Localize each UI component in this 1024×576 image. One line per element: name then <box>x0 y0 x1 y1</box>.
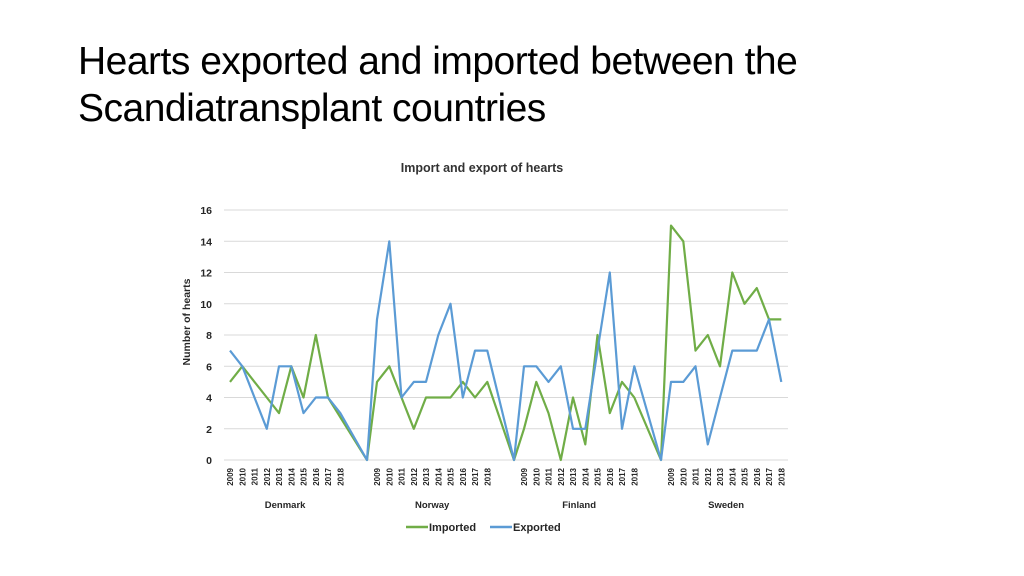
x-tick-label: 2015 <box>300 467 309 485</box>
x-tick-label: 2014 <box>434 467 443 485</box>
x-tick-label: 2012 <box>704 467 713 485</box>
series-lines <box>229 224 783 462</box>
x-tick-label: 2018 <box>630 467 639 485</box>
x-tick-label: 2009 <box>226 467 235 485</box>
x-tick-label: 2018 <box>483 467 492 485</box>
slide-title: Hearts exported and imported between the… <box>78 38 978 132</box>
y-tick-label: 2 <box>206 424 212 436</box>
x-tick-label: 2011 <box>398 467 407 485</box>
x-tick-label: 2015 <box>741 467 750 485</box>
group-label-finland: Finland <box>562 500 596 511</box>
x-tick-label: 2014 <box>581 467 590 485</box>
series-line-imported <box>229 224 782 462</box>
x-tick-label: 2009 <box>667 467 676 485</box>
line-chart: Import and export of hearts Number of he… <box>181 161 788 534</box>
slide-title-line-2: Scandiatransplant countries <box>78 87 546 130</box>
x-tick-label: 2017 <box>618 467 627 485</box>
legend-label-exported: Exported <box>513 522 561 534</box>
slide-title-line-1: Hearts exported and imported between the <box>78 40 798 83</box>
x-tick-label: 2016 <box>606 467 615 485</box>
x-tick-label: 2012 <box>410 467 419 485</box>
x-tick-label: 2010 <box>532 467 541 485</box>
y-tick-label: 6 <box>206 361 212 373</box>
chart-area: Import and export of hearts Number of he… <box>168 150 798 546</box>
legend-label-imported: Imported <box>429 522 476 534</box>
x-tick-label: 2017 <box>765 467 774 485</box>
x-tick-labels: 2009 2010 2011 2012 2013 2014 2015 2016 2017 2018… <box>226 467 786 485</box>
x-tick-label: 2016 <box>312 467 321 485</box>
y-tick-label: 12 <box>200 268 212 280</box>
y-tick-label: 4 <box>206 393 212 405</box>
x-tick-label: 2011 <box>251 467 260 485</box>
x-tick-label: 2010 <box>238 467 247 485</box>
x-tick-label: 2018 <box>336 467 345 485</box>
chart-title: Import and export of hearts <box>401 161 564 175</box>
y-tick-label: 8 <box>206 330 212 342</box>
x-tick-label: 2014 <box>287 467 296 485</box>
x-tick-label: 2017 <box>324 467 333 485</box>
x-tick-label: 2017 <box>471 467 480 485</box>
legend: Imported Exported <box>406 522 561 534</box>
x-tick-label: 2014 <box>728 467 737 485</box>
country-labels: Denmark Norway Finland Sweden <box>265 500 744 511</box>
x-tick-label: 2010 <box>679 467 688 485</box>
x-tick-label: 2012 <box>263 467 272 485</box>
x-tick-label: 2016 <box>459 467 468 485</box>
x-tick-label: 2013 <box>275 467 284 485</box>
group-label-norway: Norway <box>415 500 450 511</box>
y-tick-label: 14 <box>200 236 212 248</box>
y-tick-label: 16 <box>200 205 212 217</box>
x-tick-label: 2010 <box>385 467 394 485</box>
x-tick-label: 2011 <box>692 467 701 485</box>
y-tick-labels: 0 2 4 6 8 10 12 14 16 <box>200 205 212 467</box>
x-tick-label: 2011 <box>545 467 554 485</box>
x-tick-label: 2009 <box>373 467 382 485</box>
x-tick-label: 2009 <box>520 467 529 485</box>
x-tick-label: 2013 <box>422 467 431 485</box>
x-tick-label: 2013 <box>716 467 725 485</box>
x-tick-label: 2012 <box>557 467 566 485</box>
group-label-denmark: Denmark <box>265 500 306 511</box>
x-tick-label: 2016 <box>753 467 762 485</box>
x-tick-label: 2015 <box>594 467 603 485</box>
x-tick-label: 2013 <box>569 467 578 485</box>
y-tick-label: 10 <box>200 299 212 311</box>
series-line-exported <box>229 240 783 462</box>
x-tick-label: 2015 <box>447 467 456 485</box>
y-axis-label: Number of hearts <box>181 278 193 365</box>
x-tick-label: 2018 <box>777 467 786 485</box>
group-label-sweden: Sweden <box>708 500 744 511</box>
y-tick-label: 0 <box>206 455 212 467</box>
